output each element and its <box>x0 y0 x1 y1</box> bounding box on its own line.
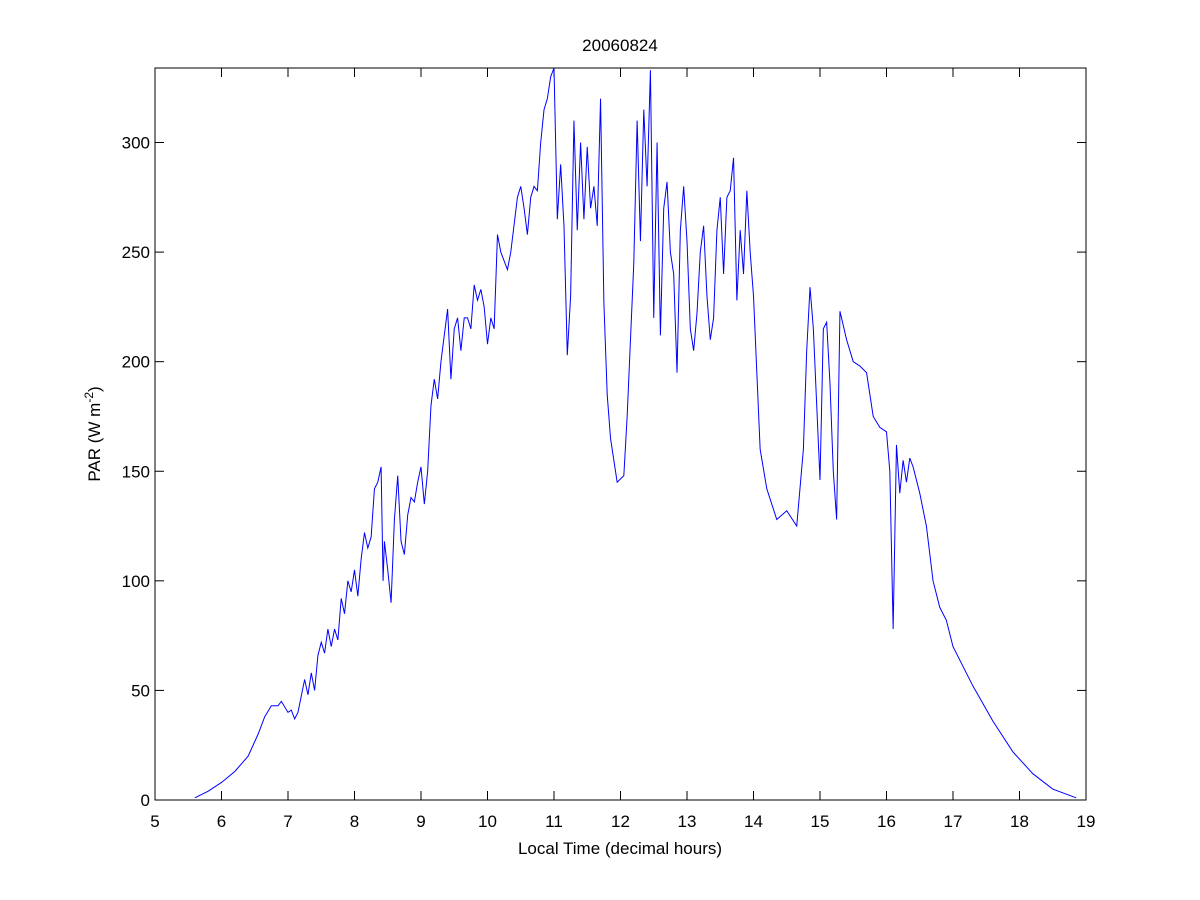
data-line <box>194 67 1077 799</box>
x-tick-label: 16 <box>877 812 896 831</box>
y-label-end: ) <box>85 386 104 392</box>
x-tick-label: 11 <box>545 812 563 831</box>
y-tick-label: 200 <box>122 353 150 372</box>
x-tick-label: 5 <box>150 812 159 831</box>
x-axis-label: Local Time (decimal hours) <box>518 839 722 858</box>
y-axis-label: PAR (W m-2) <box>82 386 104 481</box>
x-tick-label: 8 <box>350 812 359 831</box>
y-tick-label: 300 <box>122 134 150 153</box>
chart-title: 20060824 <box>582 36 658 55</box>
x-tick-label: 9 <box>416 812 425 831</box>
x-tick-label: 7 <box>283 812 292 831</box>
y-label-text: PAR (W m <box>85 403 104 482</box>
x-tick-label: 13 <box>678 812 697 831</box>
x-tick-label: 12 <box>611 812 630 831</box>
plot-area <box>154 67 1087 801</box>
x-tick-label: 18 <box>1010 812 1029 831</box>
x-tick-label: 17 <box>944 812 963 831</box>
y-tick-label: 150 <box>122 462 150 481</box>
x-tick-label: 6 <box>217 812 226 831</box>
y-tick-label: 250 <box>122 243 150 262</box>
y-label-sup: -2 <box>82 392 96 403</box>
x-tick-label: 10 <box>478 812 497 831</box>
y-tick-label: 0 <box>141 791 150 810</box>
y-tick-label: 100 <box>122 572 150 591</box>
x-tick-label: 14 <box>744 812 763 831</box>
x-tick-label: 15 <box>811 812 830 831</box>
x-tick-label: 19 <box>1077 812 1096 831</box>
y-tick-label: 50 <box>131 681 150 700</box>
